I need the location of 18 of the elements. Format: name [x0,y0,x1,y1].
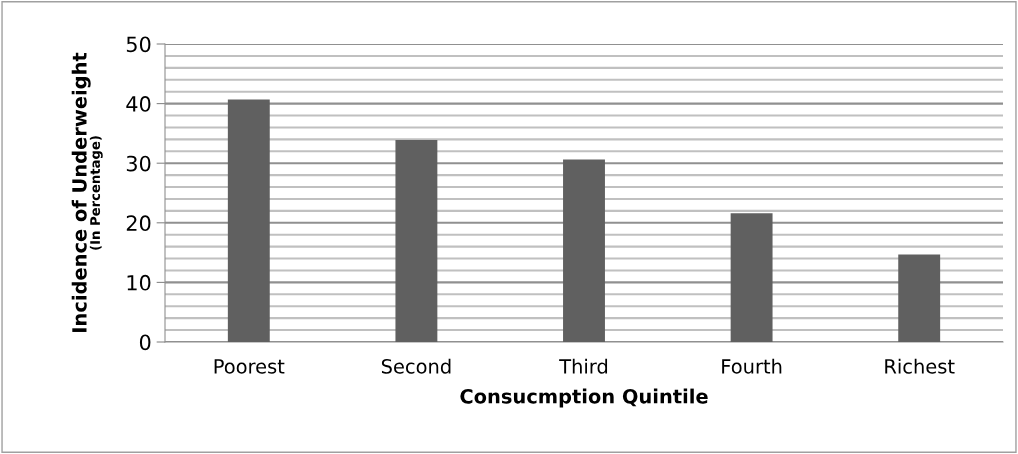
x-tick-label: Fourth [722,358,782,374]
y-tick-label: 40 [126,96,151,112]
y-tick-label: 10 [127,274,151,291]
y-tick-label: 50 [126,36,151,53]
bar [395,139,438,342]
x-tick-label: Second [381,358,451,374]
y-tick-label: 30 [126,155,151,172]
x-tick-label: Third [559,358,608,374]
x-tick-label: Richest [885,358,955,374]
bar [227,99,270,342]
bar [563,159,605,342]
x-axis-title: Consucmption Quintile [460,388,708,408]
y-axis-title: Incidence of Underweight (In Percentage) [71,52,103,332]
y-tick-label: 0 [139,334,151,351]
bar [730,213,773,342]
y-tick-label: 20 [126,215,151,232]
bar [898,254,941,342]
x-tick-label: Poorest [214,359,285,374]
